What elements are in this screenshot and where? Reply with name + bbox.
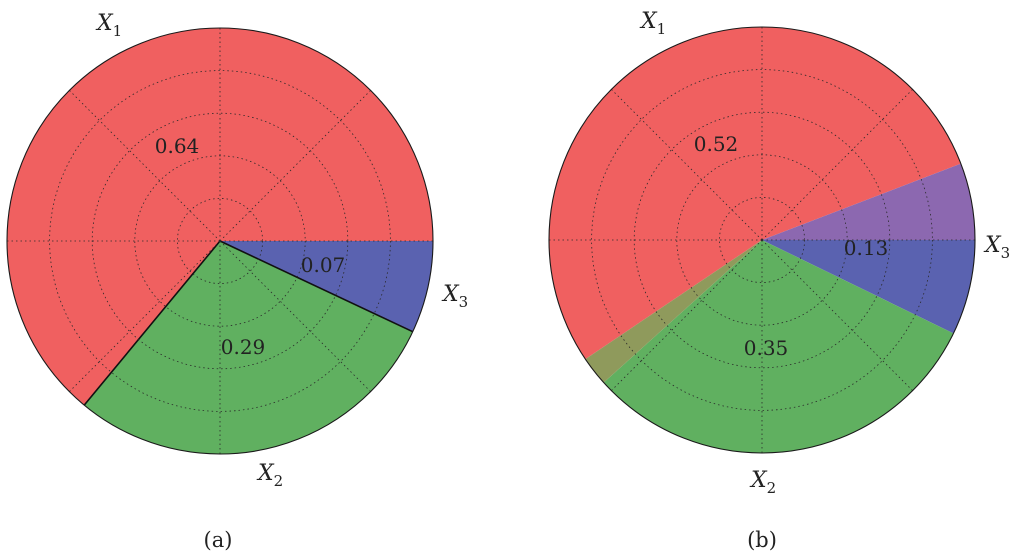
slice-x1 [6, 27, 433, 406]
pie-chart-a: 0.64 0.29 0.07 X1 X2 X3 (a) [6, 11, 468, 552]
slice-value-x2: 0.29 [221, 335, 266, 359]
slice-boundary-1 [219, 240, 414, 333]
grid-ring-3 [633, 111, 891, 369]
slice-x3 [762, 240, 975, 334]
pie-rim [548, 26, 976, 454]
grid-ring-4 [49, 70, 391, 412]
pie-chart-b: 0.52 0.35 0.13 X1 X2 X3 (b) [548, 9, 1010, 552]
pie-rim [6, 27, 434, 455]
caption-a: (a) [204, 528, 233, 552]
grid-ring-3 [91, 112, 349, 370]
slice-label-x1: X1 [639, 9, 666, 38]
caption-b: (b) [747, 528, 777, 552]
slice-x2 [84, 241, 413, 455]
slice-value-x2: 0.35 [744, 336, 789, 360]
grid-ring-1 [176, 197, 263, 284]
slice-boundary-2 [83, 240, 221, 406]
grid-ring-1 [719, 196, 806, 283]
slice-label-x3: X3 [441, 282, 468, 311]
slice-label-x2: X2 [256, 461, 283, 490]
grid-ring-4 [591, 69, 933, 411]
slice-label-x2: X2 [749, 468, 776, 497]
slice-value-x1: 0.52 [694, 132, 739, 156]
slice-value-x3: 0.07 [301, 253, 346, 277]
slice-value-x1: 0.64 [155, 134, 200, 158]
slice-x3 [220, 241, 433, 332]
grid-ring-2 [134, 155, 306, 327]
slice-x2 [603, 240, 954, 453]
slice-label-x1: X1 [95, 11, 122, 40]
slice-value-x3: 0.13 [844, 236, 889, 260]
slice-x1 [548, 27, 961, 360]
slice-label-x3: X3 [983, 233, 1010, 262]
grid-ring-2 [676, 154, 848, 326]
overlap-x1-x3 [762, 163, 975, 240]
